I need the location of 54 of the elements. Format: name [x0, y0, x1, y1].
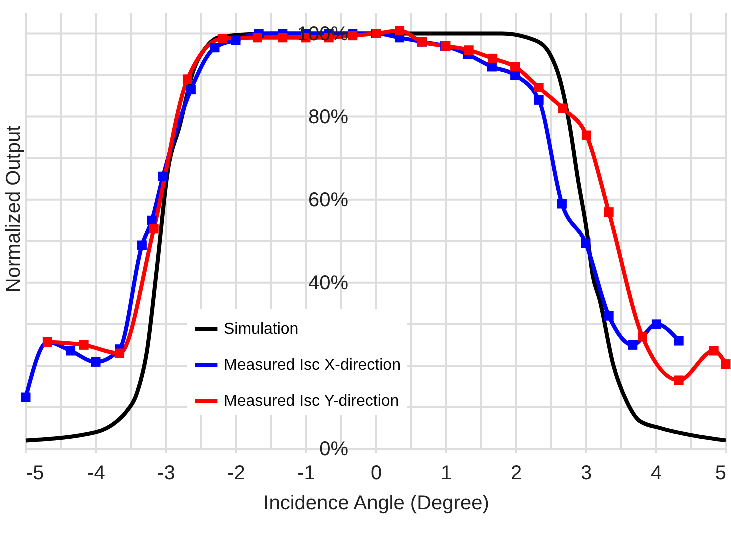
point — [488, 54, 498, 64]
x-tick-label: 3 — [580, 462, 592, 484]
point — [534, 95, 544, 105]
point — [278, 33, 288, 43]
point — [557, 199, 567, 209]
x-tick-label: -5 — [26, 462, 44, 484]
x-tick-label: -3 — [158, 462, 176, 484]
point — [709, 346, 719, 356]
point — [218, 34, 228, 44]
point — [158, 172, 168, 182]
point — [652, 320, 662, 330]
point — [534, 83, 544, 92]
x-tick-label: 1 — [440, 462, 452, 484]
point — [231, 36, 241, 46]
x-tick-label: 4 — [650, 462, 662, 484]
x-tick-label: -4 — [88, 462, 106, 484]
x-tick-label: -1 — [298, 462, 316, 484]
point — [604, 208, 614, 218]
x-tick-label: 5 — [715, 462, 726, 484]
y-axis-title: Normalized Output — [3, 125, 25, 293]
y-tick-label: 0% — [320, 438, 349, 460]
legend-label: Measured Isc X-direction — [224, 356, 401, 374]
point — [510, 62, 520, 72]
point — [558, 104, 568, 114]
point — [464, 46, 474, 56]
point — [638, 332, 648, 342]
point — [674, 336, 684, 346]
y-tick-label: 40% — [308, 272, 349, 294]
point — [21, 392, 31, 402]
point — [674, 376, 684, 386]
x-tick-label: 2 — [510, 462, 522, 484]
y-tick-label: 60% — [308, 189, 349, 212]
legend-label: Measured Isc Y-direction — [224, 392, 400, 410]
x-tick-label: 0 — [370, 462, 382, 484]
point — [79, 340, 89, 350]
point — [721, 360, 731, 370]
point — [581, 238, 591, 248]
point — [395, 26, 405, 36]
y-tick-label: 80% — [308, 106, 349, 128]
x-axis-title: Incidence Angle (Degree) — [264, 492, 490, 514]
point — [115, 348, 125, 358]
point — [186, 85, 196, 95]
point — [182, 74, 192, 84]
point — [604, 311, 614, 321]
point — [91, 357, 101, 367]
point — [66, 346, 76, 356]
point — [149, 224, 159, 234]
point — [137, 240, 147, 250]
point — [252, 33, 262, 43]
x-tick-label: -2 — [228, 462, 246, 484]
legend-label: Simulation — [224, 320, 299, 338]
point — [210, 43, 220, 53]
point — [628, 340, 638, 350]
point — [582, 130, 592, 140]
